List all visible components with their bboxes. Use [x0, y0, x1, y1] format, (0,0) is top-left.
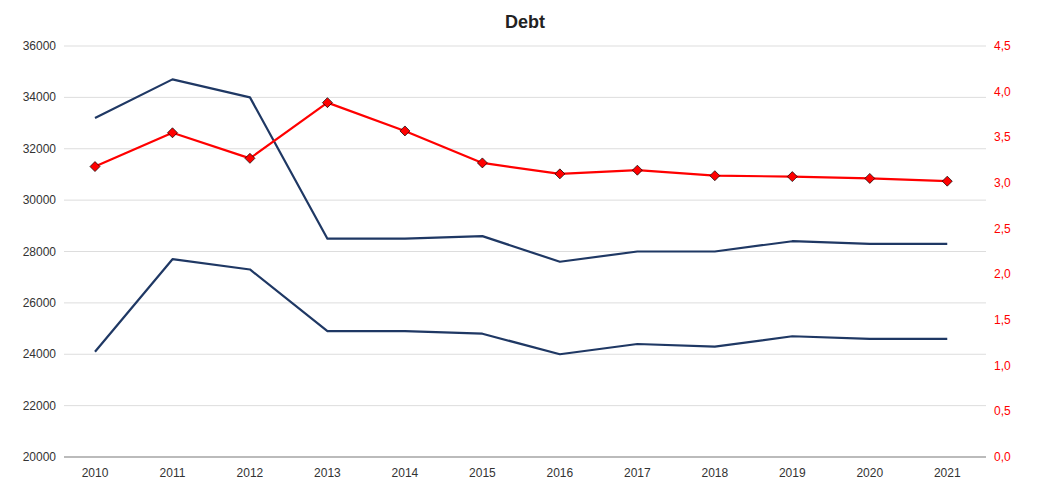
marker: [90, 162, 100, 172]
chart: Debt 20000 22000 24000 26000 28000 30000 32000 3…: [0, 0, 1038, 495]
y-tick-label: 20000: [23, 450, 57, 464]
x-tick-label: 2021: [934, 466, 961, 480]
y2-tick-label: 3,0: [994, 176, 1011, 190]
x-tick-label: 2016: [547, 466, 574, 480]
y2-tick-label: 4,5: [994, 39, 1011, 53]
y2-tick-label: 0,0: [994, 450, 1011, 464]
title: Debt: [505, 12, 545, 32]
marker: [477, 158, 487, 168]
grid-line: [64, 97, 986, 98]
x-tick-label: 2015: [469, 466, 496, 480]
y-tick-label: 24000: [23, 347, 57, 361]
x-tick-label: 2019: [779, 466, 806, 480]
y2-tick-label: 4,0: [994, 85, 1011, 99]
y2-tick-label: 2,0: [994, 267, 1011, 281]
y2-tick-label: 1,5: [994, 313, 1011, 327]
marker: [555, 169, 565, 179]
x-tick-label: 2020: [856, 466, 883, 480]
x-tick-label: 2011: [160, 466, 186, 480]
grid-line: [64, 405, 986, 406]
x-tick-label: 2018: [701, 466, 728, 480]
axes: 20000 22000 24000 26000 28000 30000 32000 34000…: [23, 39, 1011, 480]
y-tick-label: 30000: [23, 193, 57, 207]
marker: [400, 126, 410, 136]
grid-line: [64, 148, 986, 149]
y-tick-label: 26000: [23, 296, 57, 310]
y-tick-label: 36000: [23, 39, 57, 53]
marker: [710, 171, 720, 181]
marker: [245, 153, 255, 163]
y2-tick-label: 2,5: [994, 222, 1011, 236]
marker: [865, 173, 875, 183]
y-tick-label: 34000: [23, 90, 57, 104]
grid-line: [64, 302, 986, 303]
x-tick-label: 2013: [314, 466, 341, 480]
x-tick-label: 2014: [392, 466, 419, 480]
series-line: [95, 103, 947, 182]
marks: [90, 79, 952, 354]
grid-line: [64, 200, 986, 201]
x-tick-label: 2010: [82, 466, 109, 480]
y2-tick-label: 3,5: [994, 130, 1011, 144]
marker: [787, 172, 797, 182]
marker: [322, 98, 332, 108]
y-tick-label: 28000: [23, 245, 57, 259]
marker: [942, 176, 952, 186]
grid-line: [64, 354, 986, 355]
x-tick-label: 2012: [237, 466, 264, 480]
x-tick-label: 2017: [624, 466, 651, 480]
series-line: [95, 79, 947, 261]
marker: [167, 128, 177, 138]
grid-line: [64, 46, 986, 47]
y2-tick-label: 1,0: [994, 359, 1011, 373]
y2-tick-label: 0,5: [994, 404, 1011, 418]
x-axis-line: [64, 457, 986, 458]
y-tick-label: 32000: [23, 142, 57, 156]
marker: [632, 165, 642, 175]
grid-line: [64, 457, 986, 458]
y-tick-label: 22000: [23, 399, 57, 413]
series-line: [95, 259, 947, 354]
page: {"chart_data": {"type": "line", "title":…: [0, 0, 1038, 495]
